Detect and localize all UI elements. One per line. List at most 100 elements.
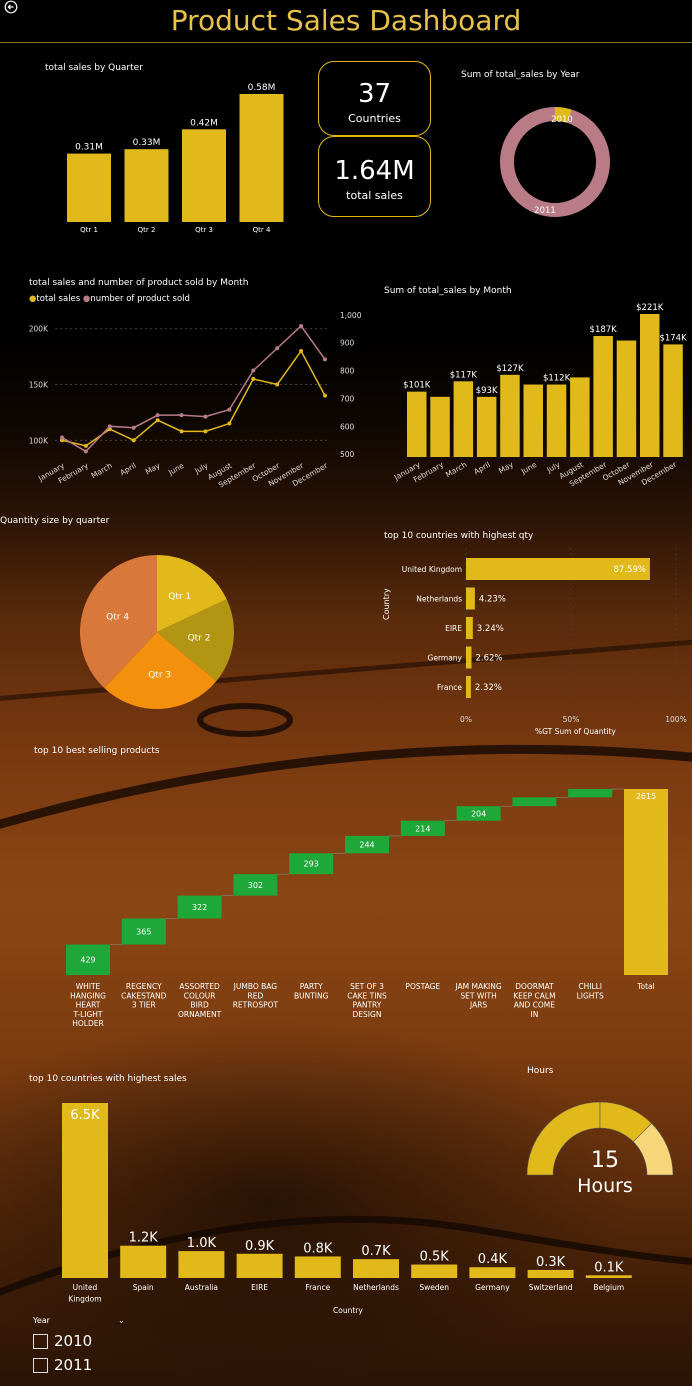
chevron-down-icon[interactable]: ⌄: [117, 1316, 125, 1325]
left-axis-tick: 150K: [29, 381, 49, 390]
month-bar-june: [523, 384, 543, 457]
waterfall-bar-total: [624, 789, 668, 975]
month-bar-tick-label: March: [444, 460, 469, 479]
country-sales-bar-belgium: [585, 1275, 632, 1278]
waterfall-data-label: 244: [359, 841, 374, 850]
checkbox-2011[interactable]: [33, 1357, 48, 1373]
series-point-total-sales: [323, 393, 327, 398]
quarter-tick-label: Qtr 2: [138, 226, 156, 234]
waterfall-tick-label: DOORMAT KEEP CALM AND COME IN: [513, 982, 555, 1019]
country-sales-data-label: 0.9K: [245, 1239, 275, 1254]
waterfall-data-label: 2615: [636, 792, 656, 801]
qty-data-label: 2.62%: [476, 654, 503, 664]
country-sales-bar-spain: [120, 1245, 167, 1278]
products-waterfall-chart[interactable]: 429 WHITE HANGING HEART T-LIGHT HOLDER 365 REGE…: [56, 780, 692, 1050]
waterfall-tick-label: ASSORTED COLOUR BIRD ORNAMENT: [178, 982, 222, 1019]
waterfall-bar-jam-making-set-with-jars: [456, 806, 501, 821]
country-sales-tick-label: France: [305, 1283, 330, 1292]
country-sales-tick-label: Switzerland: [529, 1283, 573, 1292]
month-bar-march: [453, 381, 474, 457]
country-sales-bar-netherlands: [353, 1259, 399, 1278]
series-point-number-of-product-sold: [60, 435, 64, 440]
series-point-total-sales: [275, 382, 280, 387]
country-sales-data-label: 1.0K: [187, 1236, 217, 1251]
qty-data-label: 87.59%: [614, 565, 646, 575]
qty-y-axis-title: Country: [382, 588, 391, 620]
qty-x-tick: 100%: [665, 715, 686, 724]
legend-products-sold: number of product sold: [90, 294, 190, 304]
quarter-bar-chart[interactable]: 0.31M Qtr 1 0.33M Qtr 2 0.42M Qtr 3 0.58M Qtr 4: [60, 76, 300, 241]
month-bar-data-label: $112K: [543, 374, 571, 384]
slicer-option-2010[interactable]: 2010: [33, 1329, 125, 1353]
quarter-data-label: 0.42M: [190, 118, 218, 128]
year-donut-chart[interactable]: 2010 2011: [490, 100, 620, 225]
quarter-pie-chart[interactable]: Qtr 1 Qtr 2 Qtr 3 Qtr 4: [70, 545, 245, 720]
year-slicer: Year ⌄ 2010 2011: [33, 1316, 125, 1377]
country-sales-chart[interactable]: 6.5K United Kingdom 1.2K Spain 1.0K Australia 0…: [55, 1095, 650, 1310]
month-bar-data-label: $101K: [403, 381, 431, 391]
right-axis-tick: 900: [340, 339, 355, 348]
qty-x-axis-title: %GT Sum of Quantity: [535, 727, 616, 736]
qty-bar-germany: [466, 646, 472, 669]
country-sales-data-label: 0.4K: [478, 1252, 508, 1267]
country-qty-chart[interactable]: 0% 50% 100% United Kingdom 87.59% Netherlands…: [380, 540, 692, 740]
quarter-bar-qtr-1: [67, 153, 111, 222]
quarter-data-label: 0.58M: [248, 83, 276, 93]
month-tick-label: May: [144, 461, 162, 477]
year-slice-2011: [500, 107, 610, 217]
waterfall-data-label: 204: [471, 809, 486, 818]
month-line-legend: ●total sales ●number of product sold: [29, 294, 190, 304]
waterfall-bar-regency-cakestand-3-tier: [121, 918, 166, 945]
gauge-unit: Hours: [577, 1175, 633, 1197]
waterfall-data-label: 214: [415, 824, 430, 833]
waterfall-tick-label: CHILLI LIGHTS: [577, 982, 604, 1000]
qty-chart-title: top 10 countries with highest qty: [384, 531, 534, 541]
header-divider: [0, 42, 692, 43]
waterfall-bar-white-hanging-heart-t-light-holder: [66, 944, 110, 975]
checkbox-2010[interactable]: [33, 1333, 48, 1349]
month-bar-data-label: $93K: [476, 386, 498, 396]
series-line-number-of-product-sold: [61, 324, 326, 453]
month-tick-label: June: [166, 461, 186, 478]
waterfall-data-label: 365: [136, 928, 151, 937]
year-slice-label: 2011: [534, 206, 556, 216]
country-sales-data-label: 0.3K: [536, 1255, 566, 1270]
hours-gauge[interactable]: [525, 1095, 685, 1205]
series-point-total-sales: [83, 443, 88, 448]
quarter-chart-title: total sales by Quarter: [45, 63, 143, 73]
series-point-total-sales: [155, 418, 160, 423]
month-line-chart[interactable]: 100K150K200K5006007008009001,000JanuaryF…: [0, 300, 380, 490]
country-sales-data-label: 0.5K: [420, 1250, 450, 1265]
month-bar-tick-label: April: [472, 460, 491, 476]
pie-slice-label: Qtr 2: [188, 633, 211, 643]
country-sales-bar-sweden: [411, 1264, 458, 1278]
countries-label: Countries: [348, 112, 401, 125]
country-sales-tick-label: Sweden: [419, 1283, 449, 1292]
slicer-option-2011[interactable]: 2011: [33, 1353, 125, 1377]
country-sales-bar-united-kingdom: [62, 1103, 108, 1278]
month-bar-data-label: $221K: [636, 303, 664, 313]
qty-x-tick: 0%: [460, 715, 472, 724]
right-axis-tick: 700: [340, 394, 355, 403]
pie-slice-qtr-4: [80, 555, 157, 689]
month-bar-chart[interactable]: $101KJanuaryFebruary$117KMarch$93KApril$…: [380, 295, 692, 495]
series-point-number-of-product-sold: [155, 413, 160, 418]
waterfall-bar-chilli-lights: [568, 789, 613, 798]
back-arrow-icon[interactable]: [4, 0, 18, 14]
series-point-total-sales: [131, 438, 136, 443]
series-point-total-sales: [179, 429, 184, 434]
page-title: Product Sales Dashboard: [170, 4, 522, 37]
waterfall-bar-party-bunting: [289, 853, 334, 875]
country-sales-tick-label: Spain: [133, 1283, 154, 1292]
country-sales-bar-eire: [236, 1253, 283, 1278]
total-sales-label: total sales: [346, 189, 403, 202]
quarter-tick-label: Qtr 4: [253, 226, 271, 234]
waterfall-tick-label: POSTAGE: [405, 982, 440, 991]
waterfall-bar-assorted-colour-bird-ornament: [177, 895, 222, 919]
country-sales-x-axis-title: Country: [333, 1306, 363, 1315]
quarter-tick-label: Qtr 1: [80, 226, 98, 234]
countries-value: 37: [357, 79, 392, 109]
series-point-number-of-product-sold: [179, 413, 184, 418]
right-axis-tick: 500: [340, 450, 355, 459]
series-point-number-of-product-sold: [299, 323, 304, 328]
